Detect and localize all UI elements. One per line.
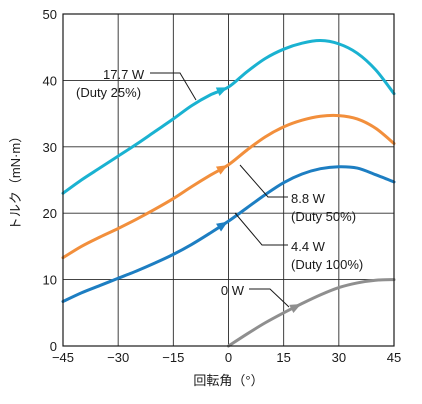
series-line xyxy=(61,39,396,195)
y-tick-label: 0 xyxy=(50,339,57,354)
annotation-label: (Duty 50%) xyxy=(291,209,356,224)
tick-labels: 0 10 20 30 40 50 −45 −30 −15 0 15 30 45 xyxy=(43,7,402,365)
series-arrowhead xyxy=(215,87,228,96)
series-line xyxy=(61,165,396,304)
y-tick-label: 30 xyxy=(43,140,57,155)
x-tick-label: −30 xyxy=(107,350,129,365)
annotation-label: (Duty 25%) xyxy=(76,85,141,100)
annotation-leader-line xyxy=(239,164,288,198)
x-tick-label: −45 xyxy=(52,350,74,365)
x-tick-label: 30 xyxy=(332,350,346,365)
x-axis-label: 回転角（°） xyxy=(193,373,263,388)
y-axis-label: トルク（mN·m） xyxy=(8,130,23,230)
annotation-leader-line xyxy=(234,212,288,246)
y-tick-label: 10 xyxy=(43,273,57,288)
x-tick-label: 45 xyxy=(387,350,401,365)
x-tick-label: 0 xyxy=(225,350,232,365)
x-tick-label: 15 xyxy=(276,350,290,365)
annotation-label: (Duty 100%) xyxy=(291,257,363,272)
series-arrowhead xyxy=(215,165,228,175)
annotation-leader-line xyxy=(249,288,290,308)
y-tick-label: 40 xyxy=(43,73,57,88)
series-arrowhead xyxy=(216,221,228,232)
series-line xyxy=(227,278,396,348)
series-arrowhead xyxy=(289,303,302,314)
plot-frame xyxy=(62,13,395,347)
series-line xyxy=(61,113,396,260)
x-tick-label: −15 xyxy=(162,350,184,365)
series-lines xyxy=(61,39,396,348)
annotation-leader-line xyxy=(150,72,197,101)
y-tick-label: 20 xyxy=(43,206,57,221)
annotations: 17.7 W (Duty 25%) 8.8 W (Duty 50%) 4.4 W (Dut… xyxy=(76,67,363,308)
annotation-label: 8.8 W xyxy=(291,191,326,206)
y-tick-label: 50 xyxy=(43,7,57,22)
annotation-label: 17.7 W xyxy=(103,67,145,82)
annotation-label: 4.4 W xyxy=(291,239,326,254)
annotation-label: 0 W xyxy=(221,283,245,298)
